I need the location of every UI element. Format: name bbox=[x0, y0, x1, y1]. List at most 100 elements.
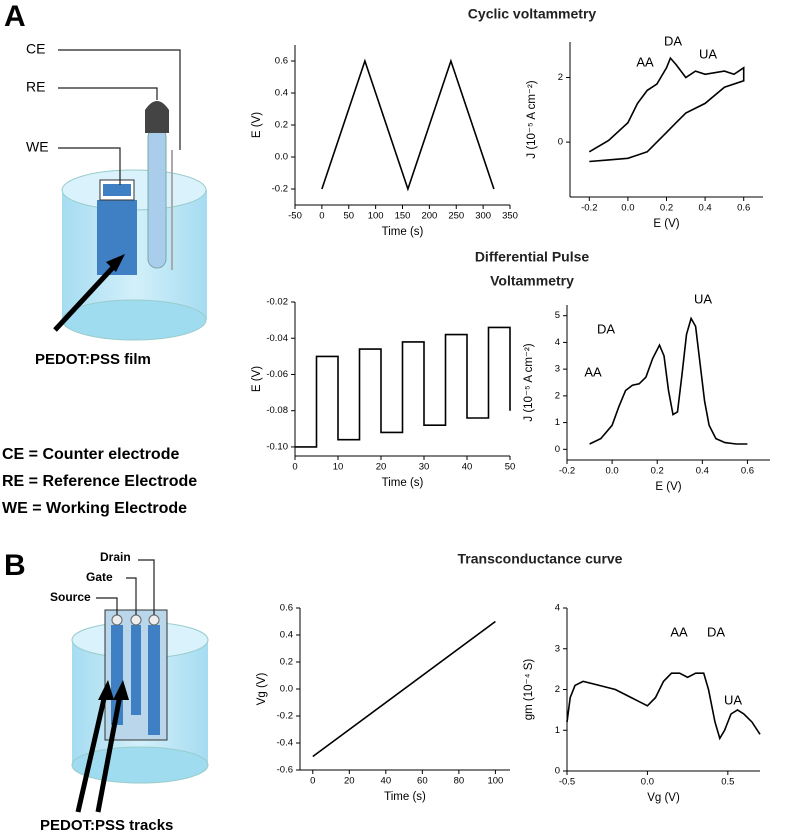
x-tick-label: 250 bbox=[448, 211, 464, 222]
annotation: UA bbox=[694, 291, 712, 306]
y-tick-label: 4 bbox=[555, 337, 560, 348]
y-tick-label: 2 bbox=[555, 390, 560, 401]
y-axis-label: E (V) bbox=[251, 112, 263, 138]
y-tick-label: 0 bbox=[555, 766, 560, 777]
tracks-label: PEDOT:PSS tracks bbox=[40, 817, 173, 834]
x-tick-label: 350 bbox=[502, 211, 518, 222]
data-line bbox=[566, 672, 761, 741]
x-tick-label: -0.2 bbox=[559, 466, 575, 477]
section-title: Voltammetry bbox=[490, 273, 574, 289]
x-tick-label: 10 bbox=[333, 462, 344, 473]
electrode-label: WE bbox=[26, 139, 49, 155]
x-tick-label: 0.5 bbox=[721, 777, 734, 788]
x-tick-label: -0.5 bbox=[559, 777, 575, 788]
y-tick-label: -0.08 bbox=[266, 405, 288, 416]
data-line bbox=[295, 326, 511, 448]
y-tick-label: 0.4 bbox=[275, 88, 288, 99]
y-tick-label: -0.6 bbox=[277, 765, 293, 776]
x-axis-label: E (V) bbox=[655, 481, 681, 493]
y-tick-label: 0.2 bbox=[280, 657, 293, 668]
terminal-label: Source bbox=[50, 590, 91, 604]
y-tick-label: 0.6 bbox=[280, 603, 293, 614]
y-tick-label: 0 bbox=[558, 137, 563, 148]
x-tick-label: 60 bbox=[417, 776, 428, 787]
section-title: Differential Pulse bbox=[475, 249, 590, 265]
annotation: UA bbox=[699, 46, 717, 61]
y-tick-label: 3 bbox=[555, 643, 560, 654]
film-label: PEDOT:PSS film bbox=[35, 351, 151, 368]
y-tick-label: 0 bbox=[555, 444, 560, 455]
data-line bbox=[312, 620, 496, 758]
x-tick-label: 0.2 bbox=[660, 203, 673, 214]
y-tick-label: -0.2 bbox=[277, 711, 293, 722]
x-tick-label: 0.2 bbox=[651, 466, 664, 477]
annotation: AA bbox=[584, 364, 602, 379]
y-tick-label: 2 bbox=[555, 684, 560, 695]
x-tick-label: 200 bbox=[421, 211, 437, 222]
x-tick-label: 0 bbox=[319, 211, 324, 222]
y-tick-label: 2 bbox=[558, 72, 563, 83]
x-tick-label: 40 bbox=[462, 462, 473, 473]
y-axis-label: J (10⁻⁵ A cm⁻²) bbox=[526, 80, 538, 158]
data-line bbox=[589, 316, 748, 445]
annotation: DA bbox=[664, 33, 682, 48]
x-tick-label: 100 bbox=[368, 211, 384, 222]
x-axis-label: Time (s) bbox=[384, 791, 426, 803]
y-axis-label: E (V) bbox=[251, 366, 263, 392]
x-tick-label: 100 bbox=[487, 776, 503, 787]
section-title: Cyclic voltammetry bbox=[468, 6, 597, 22]
x-tick-label: 0.0 bbox=[606, 466, 619, 477]
electrode-label: CE bbox=[26, 41, 45, 57]
y-tick-label: -0.02 bbox=[266, 297, 288, 308]
x-tick-label: -0.2 bbox=[581, 203, 597, 214]
x-tick-label: 0.0 bbox=[641, 777, 654, 788]
arrow-head bbox=[106, 254, 125, 272]
y-tick-label: 0.0 bbox=[275, 152, 288, 163]
x-axis-label: Time (s) bbox=[382, 477, 424, 489]
beaker-a bbox=[61, 101, 207, 341]
panel-label: B bbox=[4, 549, 26, 582]
y-tick-label: -0.06 bbox=[266, 369, 288, 380]
x-tick-label: -50 bbox=[288, 211, 302, 222]
x-tick-label: 0 bbox=[310, 776, 315, 787]
x-tick-label: 300 bbox=[475, 211, 491, 222]
x-tick-label: 0.0 bbox=[621, 203, 634, 214]
leads-a bbox=[58, 49, 181, 185]
leads-b bbox=[96, 559, 155, 615]
y-tick-label: 1 bbox=[555, 725, 560, 736]
definition: CE = Counter electrode bbox=[2, 446, 179, 463]
electrode-label: RE bbox=[26, 79, 45, 95]
x-axis-label: Time (s) bbox=[382, 226, 424, 238]
x-tick-label: 50 bbox=[343, 211, 354, 222]
arrow-heads bbox=[98, 680, 129, 700]
y-tick-label: 0.2 bbox=[275, 120, 288, 131]
y-tick-label: 1 bbox=[555, 417, 560, 428]
x-tick-label: 30 bbox=[419, 462, 430, 473]
y-axis-label: gm (10⁻⁴ S) bbox=[523, 659, 535, 721]
definition: RE = Reference Electrode bbox=[2, 473, 197, 490]
annotation: DA bbox=[597, 321, 615, 336]
annotation: DA bbox=[707, 624, 725, 639]
arrow bbox=[53, 260, 120, 332]
definition: WE = Working Electrode bbox=[2, 500, 187, 517]
x-tick-label: 150 bbox=[395, 211, 411, 222]
terminal-label: Gate bbox=[86, 570, 113, 584]
x-tick-label: 20 bbox=[376, 462, 387, 473]
y-axis-label: J (10⁻⁵ A cm⁻²) bbox=[523, 343, 535, 421]
x-tick-label: 50 bbox=[505, 462, 516, 473]
section-title: Transconductance curve bbox=[458, 551, 623, 567]
x-tick-label: 40 bbox=[381, 776, 392, 787]
y-tick-label: -0.4 bbox=[277, 738, 293, 749]
y-tick-label: -0.10 bbox=[266, 441, 288, 452]
annotation: AA bbox=[636, 54, 654, 69]
y-tick-label: 4 bbox=[555, 603, 560, 614]
data-line bbox=[588, 56, 745, 163]
y-tick-label: 0.6 bbox=[275, 56, 288, 67]
x-tick-label: 0 bbox=[292, 462, 297, 473]
x-tick-label: 20 bbox=[344, 776, 355, 787]
terminal-label: Drain bbox=[100, 550, 131, 564]
y-tick-label: 5 bbox=[555, 310, 560, 321]
y-axis-label: Vg (V) bbox=[256, 673, 268, 706]
x-tick-label: 0.4 bbox=[696, 466, 709, 477]
